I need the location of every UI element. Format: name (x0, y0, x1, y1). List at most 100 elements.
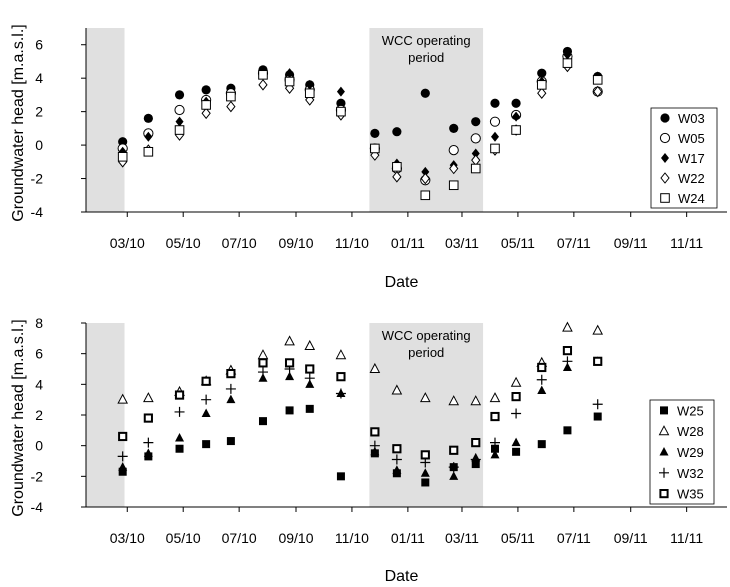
legend-marker-w24 (660, 193, 670, 203)
data-point-w35 (143, 413, 153, 423)
shaded-period-label-line-2: period (408, 345, 444, 360)
x-tick-label: 07/10 (222, 530, 257, 546)
data-point-w29 (305, 379, 315, 388)
legend-box (649, 399, 715, 505)
data-point-w17 (336, 86, 345, 97)
y-tick-label: 0 (35, 438, 43, 454)
series-w24 (117, 58, 603, 201)
data-point-w29 (143, 448, 153, 457)
data-point-w35 (449, 445, 459, 455)
data-point-w24 (201, 100, 211, 110)
legend-label-w28: W28 (677, 424, 704, 439)
data-point-w35 (471, 438, 481, 448)
data-point-w22 (420, 172, 430, 185)
data-point-w29 (537, 385, 547, 394)
data-point-w24 (304, 88, 315, 99)
y-axis-title: Groundwater head [m.a.s.l.] (10, 24, 27, 221)
data-point-w29 (490, 449, 500, 459)
data-point-w32 (304, 373, 315, 384)
y-tick-label: 6 (35, 37, 43, 53)
legend-label-w17: W17 (678, 151, 705, 166)
data-point-w22 (392, 171, 402, 183)
y-tick-label: -4 (31, 204, 44, 220)
legend-label-w05: W05 (678, 131, 705, 146)
legend-marker-w17 (661, 153, 669, 163)
shaded-period-label-line-1: WCC operating (382, 33, 471, 48)
data-point-w03 (174, 90, 185, 100)
data-point-w17 (471, 148, 480, 159)
x-tick-label: 05/10 (166, 235, 201, 251)
data-point-w28 (117, 393, 129, 404)
data-point-w32 (511, 408, 522, 419)
data-point-w17 (512, 111, 521, 122)
data-point-w32 (201, 394, 212, 405)
series-w32 (117, 356, 603, 473)
data-point-w03 (392, 127, 402, 137)
series-w05 (117, 51, 603, 186)
data-point-w32 (257, 367, 268, 378)
data-point-w25 (512, 447, 521, 456)
data-point-w22 (201, 107, 211, 120)
data-point-w29 (420, 468, 430, 477)
data-point-w05 (489, 116, 501, 127)
data-point-w35 (562, 346, 573, 356)
data-point-w25 (336, 472, 345, 481)
data-point-w24 (392, 162, 402, 172)
y-tick-label: -4 (31, 499, 44, 515)
y-tick-label: -2 (31, 171, 44, 187)
data-point-w32 (448, 462, 459, 473)
data-point-w29 (392, 465, 402, 474)
series-w29 (118, 356, 603, 480)
data-point-w17 (563, 49, 572, 60)
data-point-w29 (285, 371, 295, 381)
data-point-w03 (143, 113, 153, 123)
chart-panel-2: WCC operating period -4 -2 0 2 4 6 8 03/10 05/10 07… (10, 315, 727, 585)
x-tick-label: 05/11 (501, 235, 535, 251)
data-point-w28 (562, 321, 573, 332)
data-point-w25 (285, 406, 294, 415)
series-w35 (118, 346, 603, 460)
data-point-w24 (470, 163, 481, 174)
x-tick-label: 09/11 (614, 235, 648, 251)
data-point-w17 (305, 79, 314, 90)
data-point-w29 (258, 373, 268, 382)
data-point-w32 (391, 454, 402, 465)
y-axis-title: Groundwater head [m.a.s.l.] (10, 319, 27, 516)
data-point-w28 (391, 384, 403, 395)
data-point-w29 (511, 437, 521, 447)
legend-label-w03: W03 (678, 111, 705, 126)
data-point-w28 (257, 349, 269, 360)
data-point-w29 (175, 433, 185, 442)
data-point-w32 (225, 383, 236, 394)
data-point-w35 (593, 356, 603, 366)
data-point-w24 (448, 180, 459, 191)
data-point-w35 (305, 364, 315, 374)
data-point-w28 (143, 392, 154, 403)
x-tick-label: 07/11 (557, 235, 591, 251)
data-point-w32 (536, 374, 547, 385)
data-point-w24 (511, 125, 521, 135)
data-point-w28 (510, 376, 522, 387)
data-point-w25 (226, 437, 235, 446)
data-point-w24 (592, 75, 603, 85)
data-point-w35 (537, 362, 547, 373)
data-point-w25 (118, 467, 127, 476)
data-point-w25 (258, 417, 267, 426)
data-point-w24 (117, 152, 128, 162)
data-point-w24 (143, 146, 154, 157)
data-point-w05 (174, 104, 185, 116)
legend-label-w32: W32 (677, 466, 704, 481)
data-point-w05 (448, 145, 459, 156)
data-point-w03 (511, 98, 521, 108)
data-point-w28 (369, 362, 381, 373)
data-point-w29 (562, 362, 572, 371)
legend-marker-w22 (660, 172, 670, 184)
x-tick-label: 01/11 (391, 530, 425, 546)
data-point-w22 (258, 79, 268, 91)
data-point-w03 (471, 117, 481, 127)
data-point-w28 (448, 395, 460, 406)
data-point-w03 (537, 68, 547, 78)
data-point-w32 (143, 437, 154, 448)
legend-marker-w32 (659, 467, 669, 478)
data-point-w24 (284, 76, 295, 87)
